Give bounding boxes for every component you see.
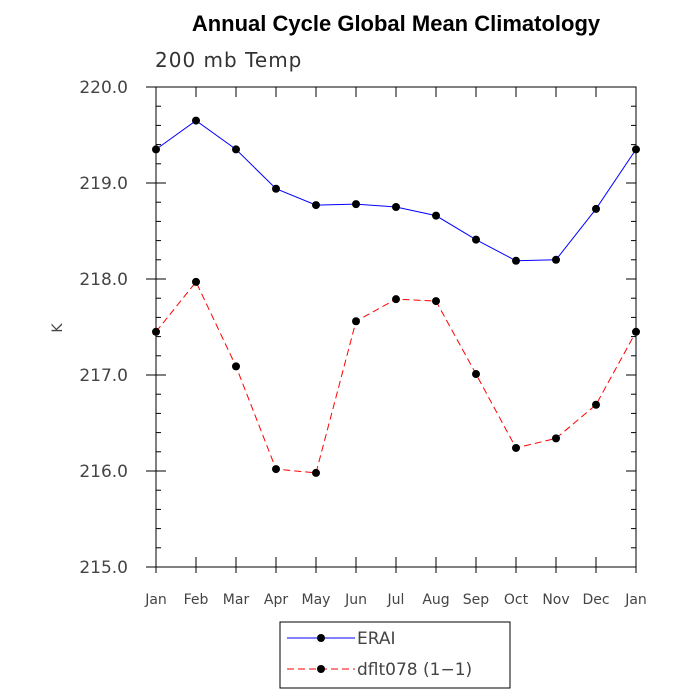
y-axis-label: K <box>50 323 66 333</box>
series-1-point <box>232 362 240 371</box>
series-0-point <box>632 145 640 154</box>
chart-title: Annual Cycle Global Mean Climatology <box>192 11 601 36</box>
series-1-point <box>432 297 440 306</box>
x-tick-label: Jun <box>344 592 367 608</box>
y-tick-label: 217.0 <box>79 366 128 386</box>
series-0-point <box>472 235 480 244</box>
series-1-point <box>552 434 560 443</box>
series-0-point <box>272 184 280 193</box>
series-0-point <box>512 256 520 265</box>
series-1-point <box>312 468 320 477</box>
series-layer <box>152 116 640 477</box>
legend-marker-dflt078 <box>317 665 325 673</box>
series-1-point <box>632 327 640 336</box>
series-0-point <box>152 145 160 154</box>
chart-subtitle: 200 mb Temp <box>155 48 302 72</box>
x-tick-label: Nov <box>542 592 569 608</box>
series-0-point <box>392 203 400 211</box>
series-0-point <box>312 201 320 210</box>
x-tick-label: Sep <box>463 592 490 608</box>
legend-label-erai: ERAI <box>357 629 396 649</box>
series-1-point <box>272 465 280 474</box>
y-tick-label: 220.0 <box>79 78 128 98</box>
axes: 215.0 216.0 217.0 218.0 219.0 220.0 Jan Feb Mar A… <box>79 78 646 608</box>
series-0-point <box>232 145 240 154</box>
y-tick-label: 218.0 <box>79 270 128 290</box>
x-tick-label: Jul <box>387 592 405 608</box>
series-0-point <box>552 255 560 264</box>
series-0-point <box>592 204 600 213</box>
x-tick-label: Mar <box>223 592 250 608</box>
legend-marker-erai <box>317 634 325 642</box>
x-tick-label: Dec <box>582 592 609 608</box>
y-tick-label: 219.0 <box>79 174 128 194</box>
series-1-point <box>472 370 480 379</box>
series-1-point <box>352 317 360 326</box>
plot-frame <box>155 86 637 568</box>
x-tick-label: May <box>302 592 331 608</box>
y-tick-label: 216.0 <box>79 462 128 482</box>
series-1-point <box>192 277 200 286</box>
legend: ERAI dflt078 (1−1) <box>279 621 511 689</box>
x-tick-label: Jan <box>624 592 647 608</box>
y-tick-label: 215.0 <box>79 558 128 578</box>
x-tick-label: Aug <box>422 592 449 608</box>
series-1-point <box>392 295 400 304</box>
x-tick-label: Feb <box>184 592 209 608</box>
series-line-1 <box>155 280 637 474</box>
x-tick-label: Oct <box>504 592 529 608</box>
series-0-point <box>192 116 200 125</box>
legend-box <box>279 621 511 689</box>
x-tick-label: Jan <box>144 592 167 608</box>
x-tick-label: Apr <box>264 592 288 608</box>
series-0-point <box>352 200 360 209</box>
series-1-point <box>592 400 600 409</box>
legend-label-dflt078: dflt078 (1−1) <box>357 660 472 680</box>
series-1-point <box>152 327 160 336</box>
series-1-point <box>512 443 520 452</box>
series-0-point <box>432 211 440 220</box>
series-line-0 <box>155 119 637 262</box>
